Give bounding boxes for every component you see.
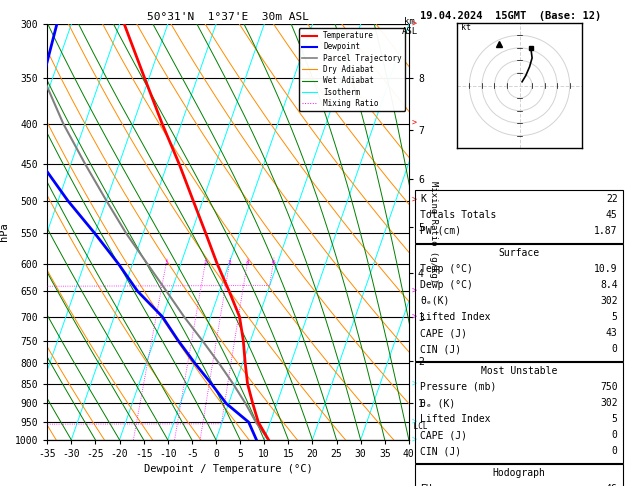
Text: 45: 45 — [606, 210, 618, 220]
Text: K: K — [420, 194, 426, 204]
Title: 50°31'N  1°37'E  30m ASL: 50°31'N 1°37'E 30m ASL — [147, 12, 309, 22]
Text: Lifted Index: Lifted Index — [420, 414, 491, 424]
Text: 22: 22 — [606, 194, 618, 204]
Text: >: > — [412, 287, 417, 295]
Text: 2: 2 — [204, 260, 208, 265]
Text: 0: 0 — [612, 446, 618, 456]
Text: >: > — [412, 20, 417, 29]
Y-axis label: hPa: hPa — [0, 223, 9, 242]
Text: 1: 1 — [165, 260, 169, 265]
Text: >: > — [412, 417, 417, 427]
Text: Lifted Index: Lifted Index — [420, 312, 491, 322]
Text: >: > — [412, 435, 417, 444]
Text: >: > — [412, 312, 417, 321]
Text: 6: 6 — [271, 260, 275, 265]
Text: km
ASL: km ASL — [401, 17, 418, 36]
Y-axis label: Mixing Ratio (g/kg): Mixing Ratio (g/kg) — [428, 181, 438, 283]
Text: EH: EH — [420, 484, 432, 486]
Text: 1.87: 1.87 — [594, 226, 618, 236]
Text: Surface: Surface — [498, 248, 540, 258]
Text: 750: 750 — [600, 382, 618, 392]
Text: Totals Totals: Totals Totals — [420, 210, 496, 220]
Text: 19.04.2024  15GMT  (Base: 12): 19.04.2024 15GMT (Base: 12) — [420, 11, 601, 21]
Text: θₑ (K): θₑ (K) — [420, 398, 455, 408]
Text: PW (cm): PW (cm) — [420, 226, 461, 236]
Text: 5: 5 — [612, 414, 618, 424]
Text: 302: 302 — [600, 398, 618, 408]
Text: 0: 0 — [612, 344, 618, 354]
Text: LCL: LCL — [409, 422, 427, 431]
Text: Most Unstable: Most Unstable — [481, 366, 557, 376]
Text: >: > — [412, 196, 417, 205]
Text: 8.4: 8.4 — [600, 280, 618, 290]
Text: Dewp (°C): Dewp (°C) — [420, 280, 473, 290]
Text: kt: kt — [460, 23, 470, 33]
Text: 4: 4 — [245, 260, 249, 265]
Text: CAPE (J): CAPE (J) — [420, 328, 467, 338]
Text: 43: 43 — [606, 328, 618, 338]
Text: 10.9: 10.9 — [594, 264, 618, 274]
Text: 46: 46 — [606, 484, 618, 486]
Text: CIN (J): CIN (J) — [420, 446, 461, 456]
Text: >: > — [412, 119, 417, 128]
X-axis label: Dewpoint / Temperature (°C): Dewpoint / Temperature (°C) — [143, 465, 313, 474]
Text: Hodograph: Hodograph — [493, 468, 545, 478]
Text: >: > — [412, 379, 417, 388]
Text: Pressure (mb): Pressure (mb) — [420, 382, 496, 392]
Text: 0: 0 — [612, 430, 618, 440]
Text: θₑ(K): θₑ(K) — [420, 296, 450, 306]
Legend: Temperature, Dewpoint, Parcel Trajectory, Dry Adiabat, Wet Adiabat, Isotherm, Mi: Temperature, Dewpoint, Parcel Trajectory… — [299, 28, 405, 111]
Text: Temp (°C): Temp (°C) — [420, 264, 473, 274]
Text: CAPE (J): CAPE (J) — [420, 430, 467, 440]
Text: 302: 302 — [600, 296, 618, 306]
Text: 5: 5 — [612, 312, 618, 322]
Text: CIN (J): CIN (J) — [420, 344, 461, 354]
Text: 3: 3 — [228, 260, 231, 265]
